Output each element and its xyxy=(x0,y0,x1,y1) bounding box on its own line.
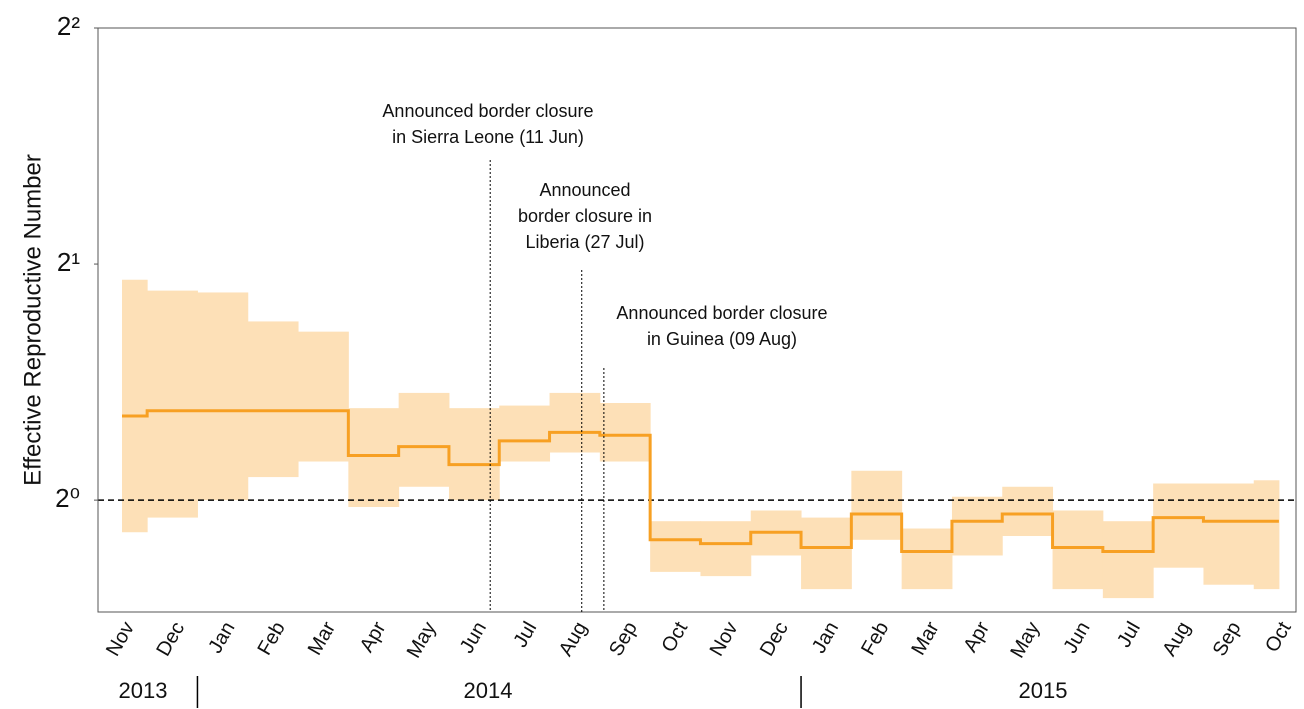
x-tick-label: Oct xyxy=(658,618,693,656)
x-tick-label: Mar xyxy=(304,618,340,659)
annotation: Announced border closure xyxy=(616,303,827,323)
confidence-band xyxy=(1102,521,1154,599)
plot-frame xyxy=(97,27,1297,613)
confidence-band xyxy=(951,496,1003,556)
confidence-band xyxy=(549,392,601,453)
confidence-band xyxy=(247,321,299,478)
annotation: in Sierra Leone (11 Jun) xyxy=(392,127,584,147)
x-tick-label: Feb xyxy=(857,618,893,659)
y-axis-label: Effective Reproductive Number xyxy=(19,154,46,486)
x-tick-label: Jan xyxy=(808,618,843,657)
confidence-band xyxy=(851,470,903,540)
x-tick-label: Jun xyxy=(456,618,491,657)
confidence-band xyxy=(1002,486,1054,537)
x-tick-label: Nov xyxy=(102,618,139,660)
confidence-band xyxy=(122,279,148,533)
x-tick-label: Jul xyxy=(1113,618,1145,651)
y-tick-label: 2⁰ xyxy=(55,483,80,513)
annotation: border closure in xyxy=(518,206,652,226)
x-tick-label: Dec xyxy=(756,618,793,660)
x-tick-label: Jul xyxy=(509,618,541,651)
x-tick-label: Dec xyxy=(152,618,189,660)
year-label: 2014 xyxy=(464,678,513,703)
x-tick-label: Jan xyxy=(204,618,239,657)
x-tick-label: Feb xyxy=(254,618,290,659)
year-label: 2015 xyxy=(1019,678,1068,703)
x-tick-label: Oct xyxy=(1261,618,1296,656)
confidence-band xyxy=(398,392,450,487)
estimate-line xyxy=(122,409,1279,553)
x-tick-label: May xyxy=(403,618,441,662)
confidence-band xyxy=(1052,510,1104,590)
annotation: Announced border closure xyxy=(382,101,593,121)
confidence-band xyxy=(147,290,198,518)
annotation: in Guinea (09 Aug) xyxy=(647,329,797,349)
confidence-band xyxy=(599,403,651,462)
confidence-band xyxy=(499,405,551,462)
x-tick-label: Jun xyxy=(1059,618,1094,657)
confidence-band xyxy=(197,292,249,501)
year-label: 2013 xyxy=(119,678,168,703)
confidence-band xyxy=(901,528,953,590)
confidence-band xyxy=(700,521,752,577)
annotation: Announced xyxy=(539,180,630,200)
x-tick-label: Sep xyxy=(1209,618,1246,660)
x-tick-label: Aug xyxy=(555,618,592,660)
confidence-band xyxy=(1153,483,1204,568)
x-tick-label: Mar xyxy=(907,618,943,659)
confidence-band xyxy=(298,331,349,462)
confidence-band xyxy=(650,521,701,572)
x-tick-label: Apr xyxy=(356,618,391,656)
y-tick-label: 2² xyxy=(57,11,80,41)
x-tick-label: Aug xyxy=(1158,618,1195,660)
confidence-band xyxy=(448,408,500,501)
confidence-band xyxy=(348,408,400,508)
x-tick-label: Apr xyxy=(959,618,994,656)
confidence-band xyxy=(1203,483,1255,585)
annotation: Liberia (27 Jul) xyxy=(525,232,644,252)
x-tick-label: Nov xyxy=(706,618,743,660)
x-tick-label: Sep xyxy=(605,618,642,660)
y-tick-label: 2¹ xyxy=(57,247,80,277)
x-tick-label: May xyxy=(1006,618,1044,662)
confidence-band xyxy=(801,517,852,590)
confidence-band xyxy=(1253,480,1280,590)
